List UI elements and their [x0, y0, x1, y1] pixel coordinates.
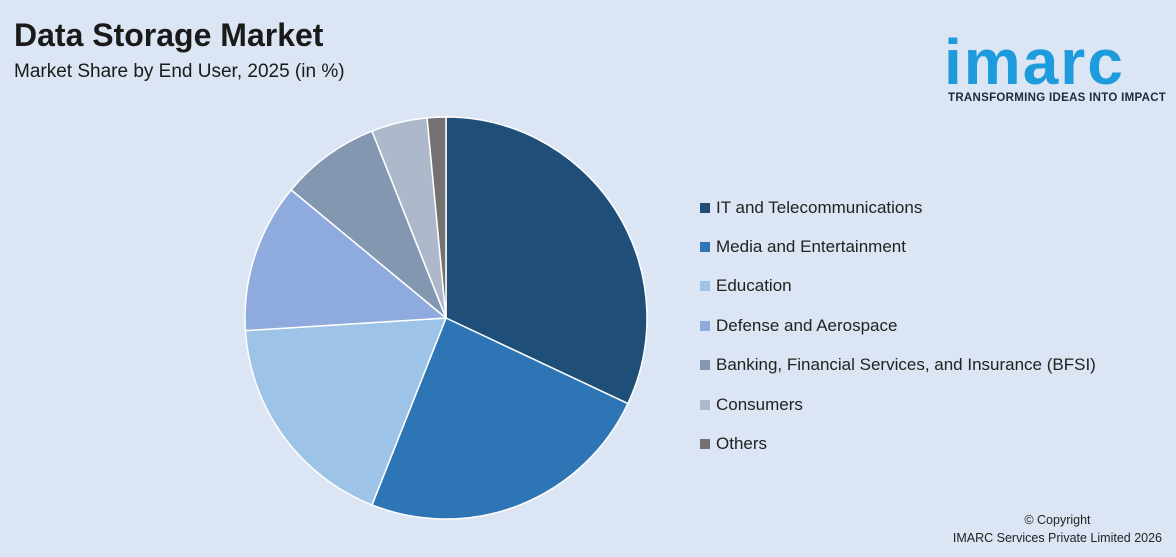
legend-swatch	[700, 439, 710, 450]
logo-tagline: TRANSFORMING IDEAS INTO IMPACT	[948, 92, 1167, 104]
copyright-line-2: IMARC Services Private Limited 2026	[952, 531, 1162, 545]
legend-label: Education	[716, 276, 792, 296]
copyright: © Copyright IMARC Services Private Limit…	[953, 511, 1162, 547]
legend-item: Banking, Financial Services, and Insuran…	[700, 346, 1096, 385]
chart-legend: IT and Telecommunications Media and Enter…	[700, 188, 1096, 464]
legend-item: Defense and Aerospace	[700, 306, 1096, 345]
chart-title: Data Storage Market	[14, 17, 324, 53]
legend-label: Others	[716, 434, 768, 454]
chart-subtitle: Market Share by End User, 2025 (in %)	[14, 61, 345, 82]
pie-chart	[244, 116, 648, 520]
pie-slice-2	[371, 316, 629, 520]
pie-slice-5	[290, 130, 447, 319]
legend-item: Media and Entertainment	[700, 227, 1096, 266]
legend-swatch	[700, 281, 710, 292]
logo-wordmark: imarc	[944, 26, 1125, 98]
legend-swatch	[700, 320, 710, 331]
pie-slice-1	[445, 116, 648, 405]
legend-item: Education	[700, 267, 1096, 306]
legend-label: Banking, Financial Services, and Insuran…	[716, 355, 1096, 375]
legend-label: Consumers	[716, 394, 803, 414]
legend-label: IT and Telecommunications	[716, 197, 923, 217]
legend-item: IT and Telecommunications	[700, 188, 1096, 227]
legend-label: Defense and Aerospace	[716, 315, 898, 335]
copyright-line-1: © Copyright	[1024, 513, 1091, 527]
legend-item: Others	[700, 424, 1096, 463]
legend-swatch	[700, 202, 710, 213]
legend-swatch	[700, 242, 710, 253]
legend-swatch	[700, 360, 710, 371]
imarc-logo: imarc TRANSFORMING IDEAS INTO IMPACT	[944, 12, 1172, 108]
pie-slice-3	[244, 317, 448, 506]
pie-slice-4	[244, 188, 448, 332]
legend-label: Media and Entertainment	[716, 237, 906, 257]
pie-slice-7	[426, 116, 447, 319]
legend-swatch	[700, 399, 710, 410]
legend-item: Consumers	[700, 385, 1096, 424]
